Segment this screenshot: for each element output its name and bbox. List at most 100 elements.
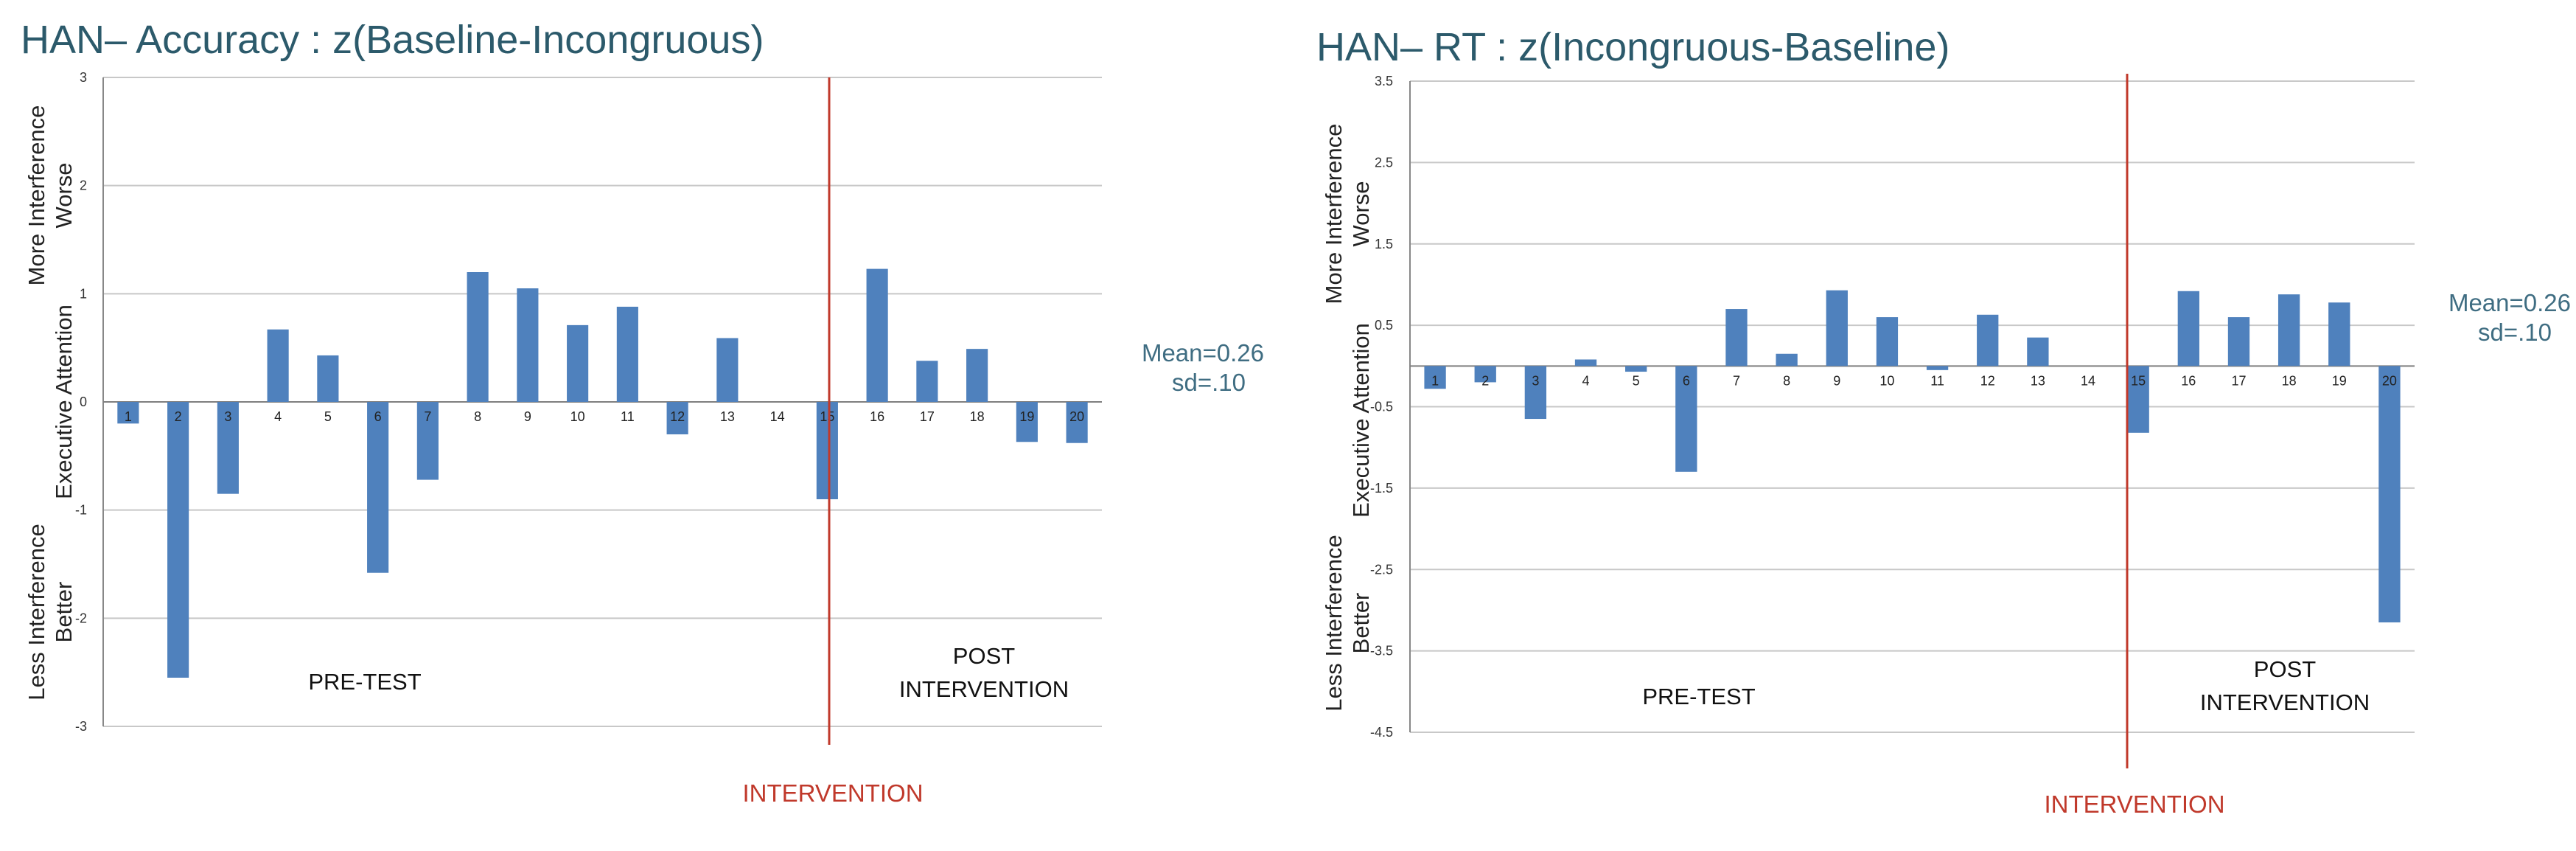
- y-tick-label: -3: [75, 719, 87, 734]
- y-tick-label: -1: [75, 503, 87, 518]
- bar: [1424, 366, 1446, 389]
- bar: [1826, 290, 1848, 367]
- x-tick-label: 6: [1683, 373, 1690, 388]
- x-tick-label: 7: [1733, 373, 1740, 388]
- chart-title: HAN– RT : z(Incongruous-Baseline): [1316, 25, 1950, 69]
- phase-pre-label: PRE-TEST: [1642, 684, 1755, 709]
- bar: [966, 349, 988, 402]
- phase-post-line1: POST: [953, 643, 1015, 669]
- bar: [2227, 317, 2250, 367]
- x-tick-label: 8: [474, 409, 481, 424]
- x-tick-label: 9: [1833, 373, 1840, 388]
- rt-chart: HAN– RT : z(Incongruous-Baseline) More I…: [1316, 25, 2571, 818]
- sd-label: sd=.10: [1172, 369, 1246, 396]
- bar: [2277, 294, 2300, 367]
- x-tick-label: 2: [1481, 373, 1489, 388]
- y-tick-label: -1.5: [1370, 481, 1393, 496]
- bar: [217, 402, 239, 494]
- x-tick-label: 10: [570, 409, 585, 424]
- ylabel-bottom-line1: Less Interference: [1321, 535, 1347, 712]
- bar: [816, 402, 838, 499]
- x-tick-label: 11: [1930, 373, 1944, 388]
- ylabel-bottom-line2: Better: [51, 582, 77, 643]
- x-tick-label: 16: [870, 409, 884, 424]
- bar: [1625, 366, 1647, 372]
- bar: [467, 272, 489, 402]
- y-tick-label: 2.5: [1375, 155, 1393, 170]
- bar: [367, 402, 389, 573]
- x-tick-label: 12: [670, 409, 685, 424]
- bar: [267, 329, 289, 402]
- y-tick-label: -3.5: [1370, 644, 1393, 659]
- bar: [916, 361, 938, 402]
- bar: [1926, 366, 1949, 370]
- phase-post-line2: INTERVENTION: [2200, 690, 2370, 715]
- x-tick-label: 11: [621, 409, 635, 424]
- bar: [2378, 366, 2401, 622]
- x-tick-label: 3: [1532, 373, 1539, 388]
- ylabel-top-line2: Worse: [51, 162, 77, 228]
- ylabel-top-line1: More Interference: [24, 105, 49, 286]
- x-tick-label: 17: [920, 409, 935, 424]
- chart-title: HAN– Accuracy : z(Baseline-Incongruous): [21, 18, 764, 62]
- x-tick-label: 7: [424, 409, 431, 424]
- x-tick-label: 3: [224, 409, 231, 424]
- x-tick-label: 9: [524, 409, 531, 424]
- y-tick-label: -0.5: [1370, 400, 1393, 414]
- ylabel-top-line2: Worse: [1348, 181, 1374, 246]
- bar: [117, 402, 139, 424]
- y-tick-label: 0: [80, 395, 87, 409]
- x-tick-label: 4: [1582, 373, 1590, 388]
- bar: [416, 402, 439, 480]
- x-tick-label: 17: [2231, 373, 2246, 388]
- bar: [1725, 309, 1748, 367]
- x-tick-label: 6: [374, 409, 382, 424]
- x-tick-label: 15: [2131, 373, 2146, 388]
- bar: [1675, 366, 1697, 472]
- bar: [716, 338, 739, 402]
- x-tick-label: 20: [2382, 373, 2397, 388]
- phase-pre-label: PRE-TEST: [308, 669, 421, 695]
- bar: [2127, 366, 2149, 433]
- phase-post-line1: POST: [2254, 656, 2316, 682]
- x-tick-label: 14: [770, 409, 785, 424]
- x-tick-label: 1: [1431, 373, 1439, 388]
- bar: [1574, 359, 1597, 367]
- y-tick-label: 2: [80, 178, 87, 193]
- y-tick-label: 1.5: [1375, 237, 1393, 251]
- y-tick-label: -2.5: [1370, 562, 1393, 577]
- bar: [1977, 314, 1999, 367]
- x-tick-label: 4: [274, 409, 282, 424]
- intervention-label: INTERVENTION: [2044, 791, 2224, 818]
- x-tick-label: 19: [2332, 373, 2347, 388]
- bar: [517, 288, 539, 402]
- plot-area: 3.52.51.50.5-0.5-1.5-2.5-3.5-4.51 2 3 4 5 6 7 8…: [1370, 74, 2415, 768]
- bar: [2328, 302, 2350, 367]
- x-tick-label: 2: [175, 409, 182, 424]
- sd-label: sd=.10: [2478, 319, 2552, 346]
- x-tick-label: 16: [2181, 373, 2196, 388]
- y-tick-label: 0.5: [1375, 318, 1393, 333]
- x-tick-label: 8: [1783, 373, 1790, 388]
- y-axis-labels: More Interference Worse Executive Attent…: [1321, 124, 1374, 712]
- y-tick-label: 3.5: [1375, 74, 1393, 88]
- phase-post-line2: INTERVENTION: [899, 676, 1069, 702]
- bar: [616, 306, 638, 402]
- bar: [167, 402, 189, 678]
- ylabel-bottom-line2: Better: [1348, 593, 1374, 654]
- x-tick-label: 19: [1019, 409, 1034, 424]
- bar: [567, 324, 589, 402]
- x-tick-label: 13: [720, 409, 735, 424]
- x-tick-label: 13: [2031, 373, 2045, 388]
- ylabel-middle: Executive Attention: [1348, 323, 1374, 518]
- bar: [1016, 402, 1038, 442]
- bar: [1066, 402, 1088, 443]
- ylabel-bottom-line1: Less Interference: [24, 524, 49, 701]
- x-tick-label: 18: [970, 409, 985, 424]
- ylabel-middle: Executive Attention: [51, 305, 77, 499]
- x-tick-label: 18: [2282, 373, 2297, 388]
- mean-label: Mean=0.26: [1142, 339, 1264, 367]
- bar: [1776, 353, 1798, 367]
- ylabel-top-line1: More Interference: [1321, 124, 1347, 305]
- intervention-label: INTERVENTION: [742, 779, 923, 807]
